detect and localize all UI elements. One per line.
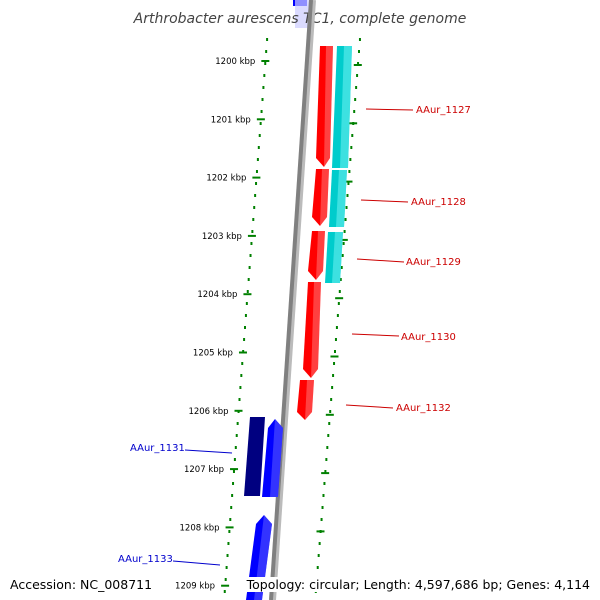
kbp-label: 1205 kbp	[193, 349, 233, 359]
kbp-label: 1209 kbp	[175, 582, 215, 592]
label-leader-lines	[172, 108, 414, 566]
gene-shading	[305, 46, 333, 420]
accession-text: Accession: NC_008711	[8, 577, 155, 592]
gene-label-AAur_1132[interactable]: AAur_1132	[396, 403, 451, 414]
top-highlight-fragment	[295, 0, 309, 28]
kbp-label: 1204 kbp	[197, 290, 237, 300]
topology-text: Topology: circular; Length: 4,597,686 bp…	[244, 577, 592, 592]
kbp-label: 1208 kbp	[180, 523, 220, 533]
gene-AAur_1132[interactable]	[297, 380, 314, 420]
kbp-label: 1207 kbp	[184, 465, 224, 475]
kbp-label: 1206 kbp	[188, 407, 228, 417]
right-dotted-ruler	[311, 38, 362, 593]
gene-label-AAur_1129[interactable]: AAur_1129	[406, 257, 461, 268]
left-dotted-ruler	[221, 38, 270, 593]
map-title: Arthrobacter aurescens TC1, complete gen…	[133, 11, 467, 27]
kbp-tick-labels: 1200 kbp 1201 kbp 1202 kbp 1203 kbp 1204 kbp…	[175, 57, 255, 592]
gene-AAur_1131-dark[interactable]	[244, 417, 265, 496]
gene-AAur_1128[interactable]	[312, 169, 329, 226]
gene-label-AAur_1130[interactable]: AAur_1130	[401, 332, 456, 343]
gene-label-AAur_1127[interactable]: AAur_1127	[416, 105, 471, 116]
gene-AAur_1130[interactable]	[303, 282, 321, 378]
kbp-label: 1202 kbp	[206, 174, 246, 184]
gene-AAur_1129[interactable]	[308, 231, 325, 280]
kbp-label: 1200 kbp	[215, 57, 255, 67]
gene-AAur_1127[interactable]	[316, 46, 333, 167]
cds-shading	[332, 46, 352, 283]
kbp-label: 1201 kbp	[211, 115, 251, 125]
gene-label-AAur_1131[interactable]: AAur_1131	[130, 443, 185, 454]
kbp-label: 1203 kbp	[202, 232, 242, 242]
gene-label-AAur_1128[interactable]: AAur_1128	[411, 197, 466, 208]
backbone-axis	[269, 0, 313, 600]
gene-label-AAur_1133[interactable]: AAur_1133	[118, 554, 173, 565]
